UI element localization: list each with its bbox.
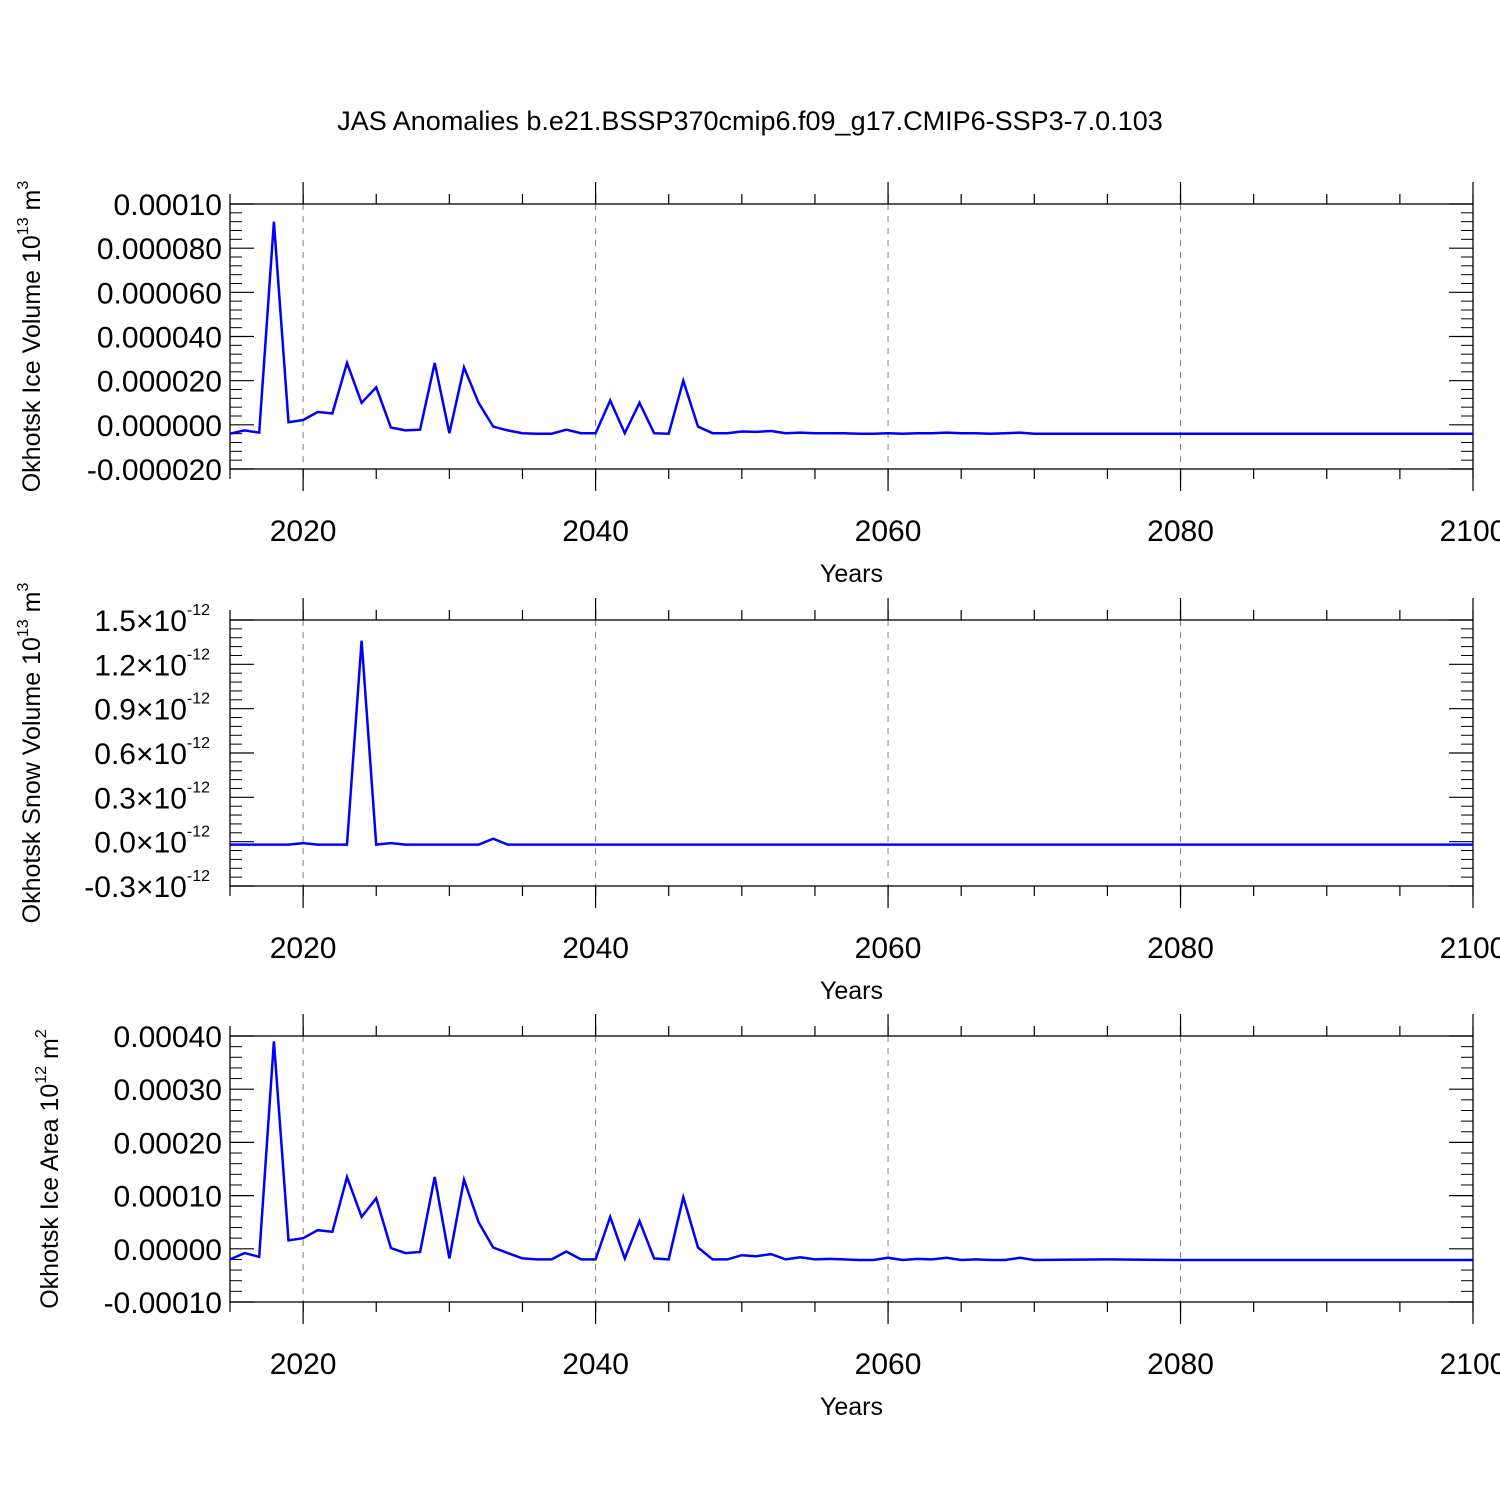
y-tick-label-4: 0.000020 xyxy=(97,366,222,399)
y-label-main: Okhotsk Ice Volume 10 xyxy=(18,235,46,492)
y-tick-exponent: -12 xyxy=(187,868,210,885)
y-tick-mantissa: 0.3×10 xyxy=(94,782,187,815)
figure-title: JAS Anomalies b.e21.BSSP370cmip6.f09_g17… xyxy=(337,106,1163,136)
y-label-exponent: 12 xyxy=(33,1066,50,1084)
x-tick-label-2080: 2080 xyxy=(1147,1348,1214,1381)
y-label-unit-exponent: 3 xyxy=(15,181,32,190)
y-label-main: Okhotsk Snow Volume 10 xyxy=(18,637,46,923)
y-tick-label-2: 0.000060 xyxy=(97,277,222,310)
series-line xyxy=(229,221,1473,437)
y-tick-label-3: 0.6×10-12 xyxy=(94,735,210,771)
y-axis-label: Okhotsk Ice Volume 1013 m3 xyxy=(15,181,46,493)
x-tick-label-2060: 2060 xyxy=(855,932,922,965)
y-tick-mantissa: 0.9×10 xyxy=(94,694,187,727)
x-tick-label-2060: 2060 xyxy=(855,515,922,548)
y-tick-exponent: -12 xyxy=(187,602,210,619)
x-tick-label-2080: 2080 xyxy=(1147,515,1214,548)
y-tick-label-4: 0.00000 xyxy=(114,1234,222,1267)
y-tick-label-5: 0.0×10-12 xyxy=(94,824,210,860)
x-axis-label: Years xyxy=(820,977,883,1005)
y-tick-mantissa: 0.0×10 xyxy=(94,827,187,860)
y-tick-mantissa: 0.6×10 xyxy=(94,738,187,771)
y-tick-exponent: -12 xyxy=(187,691,210,708)
y-tick-label-6: -0.3×10-12 xyxy=(84,868,210,904)
y-tick-label-0: 0.00010 xyxy=(114,189,222,222)
x-tick-label-2020: 2020 xyxy=(270,515,337,548)
y-tick-label-0: 0.00040 xyxy=(114,1021,222,1054)
y-tick-label-1: 1.2×10-12 xyxy=(94,646,210,682)
y-tick-mantissa: 1.2×10 xyxy=(94,649,187,682)
y-label-exponent: 13 xyxy=(15,217,32,235)
y-tick-exponent: -12 xyxy=(187,735,210,752)
y-tick-label-4: 0.3×10-12 xyxy=(94,779,210,815)
x-tick-label-2040: 2040 xyxy=(562,1348,629,1381)
x-tick-label-2040: 2040 xyxy=(562,515,629,548)
x-tick-label-2100: 2100 xyxy=(1440,932,1500,965)
y-tick-exponent: -12 xyxy=(187,646,210,663)
plot-frame xyxy=(229,619,1474,887)
panel-1: 2020 2040 2060 2080 2100 0.00010 0.000080 0.000… xyxy=(15,181,1500,588)
panel-3: 2020 2040 2060 2080 2100 0.00040 0.00030 0.0002… xyxy=(33,1014,1500,1421)
y-tick-label-2: 0.9×10-12 xyxy=(94,691,210,727)
y-tick-label-5: -0.00010 xyxy=(104,1287,222,1320)
x-tick-label-2060: 2060 xyxy=(855,1348,922,1381)
panels: 2020 2040 2060 2080 2100 0.00010 0.000080 0.000… xyxy=(15,181,1500,1421)
y-tick-exponent: -12 xyxy=(187,824,210,841)
x-axis-label: Years xyxy=(820,560,883,588)
series-line xyxy=(229,1041,1473,1262)
x-tick-label-2020: 2020 xyxy=(270,932,337,965)
y-tick-label-2: 0.00020 xyxy=(114,1127,222,1160)
x-axis-label: Years xyxy=(820,1393,883,1421)
y-label-unit: m xyxy=(18,190,46,218)
y-axis-label: Okhotsk Ice Area 1012 m2 xyxy=(33,1029,64,1309)
y-label-exponent: 13 xyxy=(15,619,32,637)
y-label-unit: m xyxy=(36,1038,64,1066)
x-tick-label-2100: 2100 xyxy=(1440,515,1500,548)
panel-2: 2020 2040 2060 2080 21001.5×10-121.2×10-120.… xyxy=(15,583,1500,1005)
y-label-unit-exponent: 2 xyxy=(33,1029,50,1038)
y-tick-label-6: -0.000020 xyxy=(87,454,222,487)
y-tick-label-0: 1.5×10-12 xyxy=(94,602,210,638)
series-line xyxy=(230,640,1473,846)
y-tick-label-5: 0.000000 xyxy=(97,410,222,443)
x-tick-label-2040: 2040 xyxy=(562,932,629,965)
y-tick-exponent: -12 xyxy=(187,779,210,796)
y-tick-label-1: 0.000080 xyxy=(97,233,222,266)
y-label-unit-exponent: 3 xyxy=(15,583,32,592)
plot-frame xyxy=(229,1035,1474,1303)
x-tick-label-2020: 2020 xyxy=(270,1348,337,1381)
y-tick-mantissa: -0.3×10 xyxy=(84,871,187,904)
y-label-unit: m xyxy=(18,592,46,620)
y-label-main: Okhotsk Ice Area 10 xyxy=(36,1084,64,1309)
y-tick-label-3: 0.00010 xyxy=(114,1181,222,1214)
x-tick-label-2100: 2100 xyxy=(1440,1348,1500,1381)
y-axis-label: Okhotsk Snow Volume 1013 m3 xyxy=(15,583,46,924)
y-tick-label-1: 0.00030 xyxy=(114,1074,222,1107)
x-tick-label-2080: 2080 xyxy=(1147,932,1214,965)
y-tick-label-3: 0.000040 xyxy=(97,322,222,355)
y-tick-mantissa: 1.5×10 xyxy=(94,605,187,638)
